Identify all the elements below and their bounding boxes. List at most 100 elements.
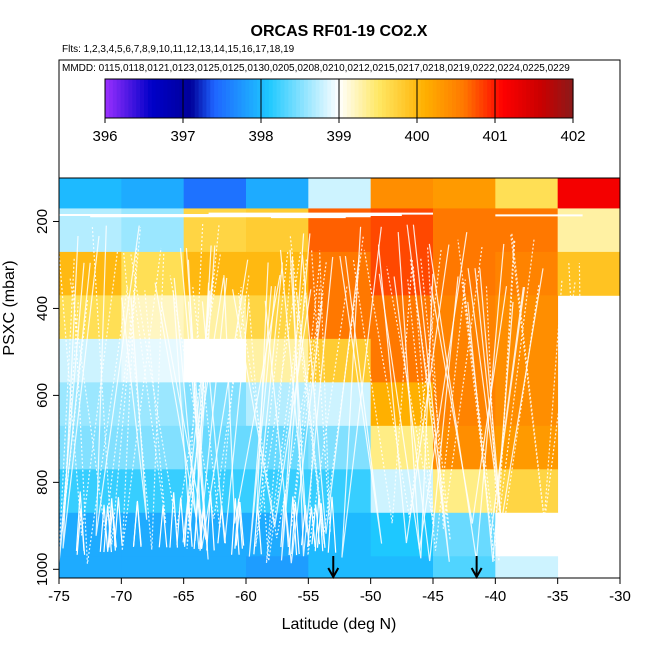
flight-profile	[542, 280, 576, 530]
flight-profile	[291, 256, 334, 557]
y-tick-label: 1000	[34, 553, 51, 586]
flight-profile	[248, 286, 276, 557]
colorbar-swatch	[569, 79, 574, 118]
colorbar-swatch	[440, 79, 445, 118]
heatmap-cell	[308, 556, 372, 579]
colorbar-tick-label: 402	[560, 128, 585, 145]
heatmap-cell	[183, 251, 247, 296]
heatmap-cell	[183, 178, 247, 209]
colorbar-swatch	[194, 79, 200, 118]
heatmap-cell	[59, 338, 122, 383]
colorbar-swatch	[444, 79, 449, 118]
colorbar: 396 397 398 399 400 401 402	[92, 78, 586, 145]
colorbar-tick-label: 399	[326, 128, 351, 145]
heatmap-cell	[495, 178, 559, 209]
colorbar-swatch	[140, 79, 145, 118]
flight-profile	[76, 508, 86, 555]
colorbar-swatch	[268, 79, 274, 118]
heatmap-cell	[121, 556, 185, 579]
flight-profile	[265, 259, 308, 564]
colorbar-swatch	[397, 79, 402, 118]
flight-profile	[467, 268, 502, 523]
colorbar-swatch	[108, 79, 114, 118]
flight-profile	[235, 501, 245, 546]
flight-profile	[192, 287, 242, 529]
colorbar-swatch	[292, 79, 297, 118]
flight-profile	[132, 501, 142, 547]
flight-profile	[186, 223, 220, 549]
colorbar-swatch	[245, 79, 250, 118]
colorbar-swatch	[214, 79, 219, 118]
colorbar-swatch	[159, 79, 165, 118]
colorbar-swatch	[498, 79, 504, 118]
flight-profile	[121, 247, 162, 551]
colorbar-swatch	[506, 79, 512, 118]
colorbar-swatch	[502, 79, 508, 118]
colorbar-swatch	[487, 79, 492, 118]
colorbar-swatch	[190, 79, 196, 118]
colorbar-swatch	[456, 79, 461, 118]
x-tick-label: -60	[235, 588, 257, 605]
colorbar-swatch	[366, 79, 371, 118]
colorbar-swatch	[491, 79, 496, 118]
heatmap-cell	[433, 178, 496, 209]
y-tick-label: 200	[34, 209, 51, 234]
heatmap-cell	[121, 425, 185, 470]
x-tick-label: -35	[547, 588, 569, 605]
flight-profile	[341, 226, 382, 558]
colorbar-swatch	[307, 79, 313, 118]
colorbar-swatch	[128, 79, 133, 118]
flight-profile	[223, 274, 281, 524]
heatmap-cell	[308, 178, 372, 209]
colorbar-swatch	[475, 79, 480, 118]
colorbar-swatch	[311, 79, 317, 118]
colorbar-swatch	[518, 79, 523, 118]
flight-profile	[316, 503, 326, 548]
flight-profile	[172, 290, 211, 531]
colorbar-swatch	[510, 79, 516, 118]
x-axis-label: Latitude (deg N)	[282, 616, 397, 633]
x-axis: -75 -70 -65 -60 -55 -50 -45 -40 -35 -30	[48, 578, 631, 605]
flight-tracks	[58, 212, 584, 564]
colorbar-swatch	[112, 79, 118, 118]
colorbar-tick-label: 398	[248, 128, 273, 145]
colorbar-swatch	[553, 79, 558, 118]
flight-profile	[339, 256, 383, 544]
colorbar-swatch	[136, 79, 141, 118]
colorbar-swatch	[339, 79, 344, 118]
x-tick-label: -55	[297, 588, 319, 605]
colorbar-swatch	[413, 79, 418, 118]
colorbar-swatch	[319, 79, 324, 118]
colorbar-swatch	[549, 79, 555, 118]
colorbar-swatch	[561, 79, 566, 118]
flight-profile	[173, 277, 228, 550]
colorbar-swatch	[557, 79, 562, 118]
heatmap-cell	[121, 382, 185, 427]
colorbar-swatch	[225, 79, 231, 118]
latitude-marker-arrowhead	[327, 567, 340, 580]
flight-profile	[99, 504, 109, 552]
colorbar-swatch	[249, 79, 254, 118]
colorbar-swatch	[370, 79, 375, 118]
flight-profile	[58, 251, 118, 536]
colorbar-swatch	[186, 79, 192, 118]
colorbar-swatch	[171, 79, 176, 118]
flight-profile	[427, 247, 483, 529]
heatmap-cell	[59, 251, 122, 296]
colorbar-tick-label: 396	[92, 128, 117, 145]
flight-profile	[327, 496, 337, 553]
colorbar-swatch	[385, 79, 391, 118]
flight-profile	[107, 498, 117, 551]
heatmap-cell	[495, 338, 559, 383]
colorbar-swatch	[335, 79, 340, 118]
x-tick-label: -30	[609, 588, 631, 605]
colorbar-swatch	[420, 79, 426, 118]
colorbar-swatch	[378, 79, 383, 118]
heatmap-cell	[495, 251, 559, 296]
colorbar-swatch	[253, 79, 258, 118]
colorbar-swatch	[327, 79, 332, 118]
colorbar-swatch	[167, 79, 172, 118]
colorbar-swatch	[241, 79, 246, 118]
flight-profile	[461, 281, 495, 561]
